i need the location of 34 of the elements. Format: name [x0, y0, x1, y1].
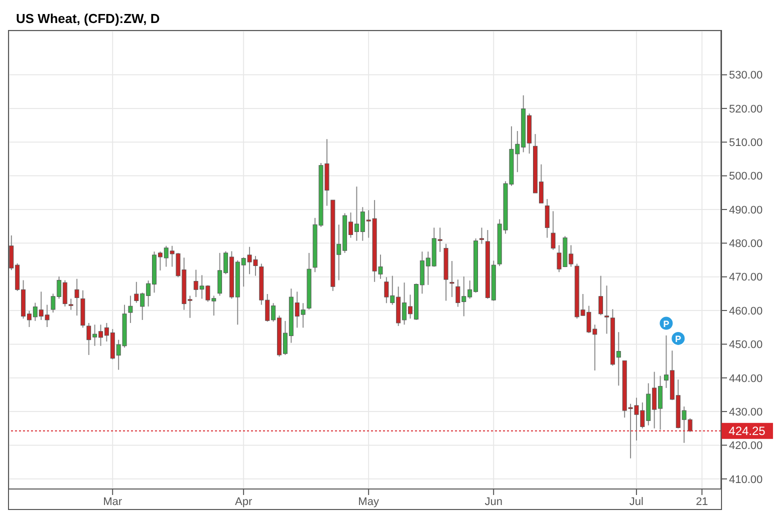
y-tick-label: 440.00: [729, 372, 763, 385]
y-tick-label: 480.00: [729, 238, 763, 250]
ref-line-label: 424.25: [728, 424, 766, 438]
x-tick-label: Mar: [103, 496, 122, 508]
y-tick-label: 460.00: [729, 305, 763, 318]
x-tick-label: Jul: [629, 496, 644, 508]
candlestick: [479, 227, 484, 244]
y-tick-label: 420.00: [729, 440, 763, 452]
candlestick: [544, 198, 550, 238]
y-tick-label: 510.00: [729, 137, 763, 150]
candlestick: [598, 275, 604, 316]
candlestick: [604, 285, 609, 334]
y-tick-label: 410.00: [729, 474, 763, 486]
y-tick-label: 520.00: [729, 103, 763, 116]
badge-icon: P: [658, 316, 674, 331]
y-tick-label: 430.00: [729, 406, 763, 418]
candlestick: [68, 298, 74, 310]
x-tick-label: 21: [696, 496, 708, 508]
y-tick-label: 450.00: [729, 339, 763, 352]
x-tick-label: Jun: [484, 496, 502, 508]
candlestick: [74, 278, 80, 316]
y-tick-label: 530.00: [729, 70, 763, 82]
x-tick-label: Apr: [234, 496, 252, 508]
y-tick-label: 490.00: [729, 204, 763, 216]
chart-title: US Wheat, (CFD):ZW, D: [15, 10, 161, 28]
y-tick-label: 470.00: [729, 272, 763, 284]
x-tick-label: May: [358, 496, 380, 508]
badge-icon: P: [670, 330, 686, 346]
annotation: P: [663, 318, 670, 329]
candlestick: [450, 260, 454, 298]
candlestick: [128, 295, 133, 324]
annotation: P: [675, 334, 682, 344]
y-tick-label: 500.00: [729, 170, 763, 183]
candlestick: [550, 210, 556, 250]
